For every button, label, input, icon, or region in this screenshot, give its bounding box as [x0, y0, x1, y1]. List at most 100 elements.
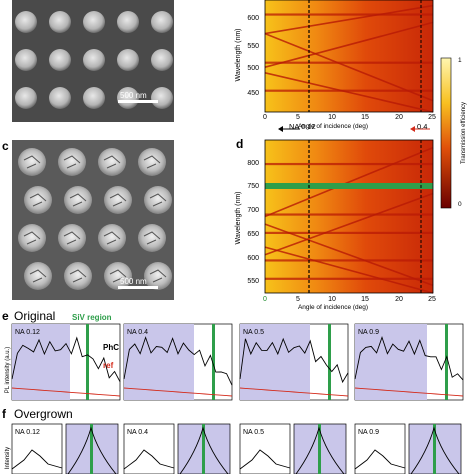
legend-ref: ref [103, 361, 114, 370]
d-ytick-3: 650 [247, 231, 259, 238]
e-ref-curve [123, 387, 233, 397]
f-siv-line [433, 424, 436, 474]
e-siv-line [445, 324, 448, 400]
sem-grain [138, 224, 166, 252]
scalebar-bottom [118, 286, 158, 289]
sem-grain [64, 262, 92, 290]
heatmap-mode [264, 72, 434, 113]
b-xtick-5: 25 [428, 114, 436, 121]
sem-grain [24, 186, 52, 214]
f-box-label: NA 0.12 [15, 429, 40, 436]
sem-image-bottom: 500 nm [12, 140, 174, 300]
heatmap-band [265, 277, 433, 280]
panel-e-letter: e [2, 309, 9, 323]
f-peak-curve [179, 426, 229, 474]
b-ytick-0: 600 [247, 15, 259, 22]
sem-grain [98, 148, 126, 176]
f-box-label: NA 0.4 [127, 429, 148, 436]
f-phc-curve [239, 449, 291, 470]
panel-c-letter: c [2, 139, 9, 153]
panel-e-title: Original [14, 309, 55, 323]
b-ytick-2: 500 [247, 65, 259, 72]
scalebar-top-label: 500 nm [120, 91, 147, 100]
d-ytick-0: 800 [247, 160, 259, 167]
legend-phc: PhC [103, 343, 119, 352]
colorbar-top: 1 [458, 57, 462, 64]
sem-grain [144, 262, 172, 290]
e-plot-shade [12, 324, 70, 400]
e-box-label: NA 0.5 [243, 329, 264, 336]
heatmap-mode [264, 192, 434, 256]
e-phc-curve [354, 336, 464, 381]
sem-pillar [15, 11, 37, 33]
sem-pillar [117, 49, 139, 71]
e-phc-curve [11, 336, 121, 382]
sem-grain [18, 224, 46, 252]
heatmap-band [265, 89, 433, 92]
e-siv-line [212, 324, 215, 400]
sem-image-top: 500 nm [12, 0, 174, 122]
sem-grain [18, 148, 46, 176]
heatmap-band [265, 213, 433, 216]
b-ytick-1: 550 [247, 43, 259, 50]
d-xtick-1: 5 [296, 296, 300, 303]
scalebar-top [118, 100, 158, 103]
d-xtick-0: 0 [263, 296, 267, 303]
heatmap-band [265, 162, 433, 166]
e-siv-line [328, 324, 331, 400]
sem-grain [144, 186, 172, 214]
colorbar: 1 0 Transmission efficiency [440, 57, 467, 209]
d-xtick-3: 15 [361, 296, 369, 303]
b-xtick-3: 15 [361, 114, 369, 121]
panel-e-siv: SiV region [72, 313, 112, 322]
d-ytick-1: 750 [247, 183, 259, 190]
f-phc-curve [123, 449, 175, 470]
e-phc-curve [239, 337, 349, 384]
panel-f-ylabel: Intensity [5, 447, 11, 469]
heatmap-band [265, 259, 433, 262]
na-left-label: NA 0.12 [289, 122, 316, 131]
sem-grain [58, 148, 86, 176]
e-ref-curve [354, 387, 464, 397]
heatmap-bottom: 800 750 700 650 600 550 Wavelength (nm) … [235, 139, 436, 311]
e-box-label: NA 0.9 [358, 329, 379, 336]
e-siv-line [86, 324, 89, 400]
d-ytick-5: 550 [247, 278, 259, 285]
heatmap-mode [264, 4, 434, 35]
f-peak-curve [67, 426, 117, 474]
f-peak-curve [410, 426, 460, 474]
sem-pillar [49, 87, 71, 109]
scalebar-bottom-label: 500 nm [120, 277, 147, 286]
f-box-label: NA 0.5 [243, 429, 264, 436]
heatmap-band [265, 231, 433, 234]
d-ylabel: Wavelength (nm) [235, 191, 242, 244]
sem-grain [104, 262, 132, 290]
d-ytick-2: 700 [247, 207, 259, 214]
sem-pillar [83, 87, 105, 109]
b-xtick-0: 0 [263, 114, 267, 121]
siv-band [265, 183, 433, 189]
e-box-label: NA 0.4 [127, 329, 148, 336]
heatmap-mode [264, 246, 434, 294]
e-phc-curve [123, 336, 233, 386]
panel-f-plots: NA 0.12 NA 0.4 NA 0.5 NA 0.9 [11, 423, 462, 474]
sem-pillar [83, 49, 105, 71]
sem-grain [98, 224, 126, 252]
f-siv-line [202, 424, 205, 474]
e-plot-shade [240, 324, 310, 400]
colorbar-bottom: 0 [458, 201, 462, 208]
panel-e-ylabel: PL intensity (a.u.) [5, 347, 11, 393]
sem-pillar [117, 11, 139, 33]
sem-pillar [151, 49, 173, 71]
sem-pillar [117, 87, 139, 109]
f-siv-line [318, 424, 321, 474]
d-xtick-5: 25 [428, 296, 436, 303]
na-markers: NA 0.12 0.4 [278, 122, 430, 132]
b-xtick-1: 5 [296, 114, 300, 121]
panel-d-letter: d [236, 137, 243, 151]
sem-pillar [15, 49, 37, 71]
sem-pillar [49, 11, 71, 33]
b-xlabel: Angle of incidence (deg) [298, 123, 368, 130]
sem-grain [138, 148, 166, 176]
